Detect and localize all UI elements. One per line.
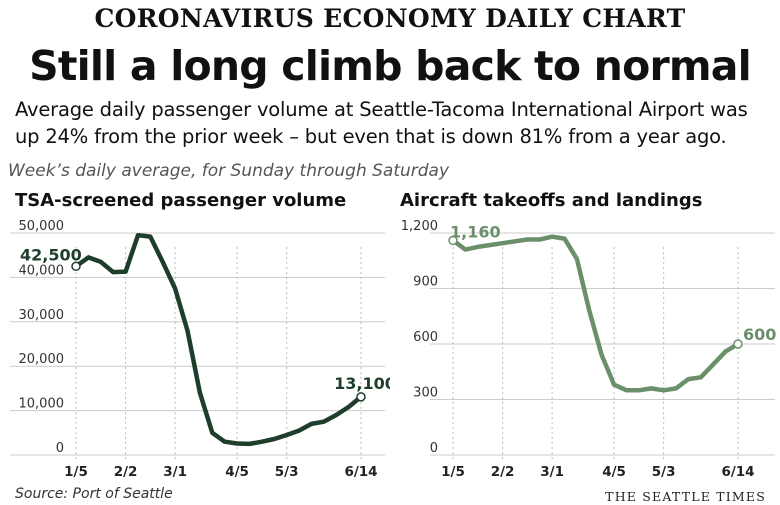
chart-title-aircraft-operations: Aircraft takeoffs and landings — [400, 190, 703, 211]
x-tick-label: 2/2 — [114, 464, 138, 480]
x-tick-label: 5/3 — [652, 464, 676, 480]
subnote: Week’s daily average, for Sunday through… — [8, 161, 450, 181]
x-tick-label: 4/5 — [602, 464, 626, 480]
dek: Average daily passenger volume at Seattl… — [15, 98, 748, 148]
end-value-label: 13,100 — [334, 374, 390, 393]
x-tick-label: 3/1 — [540, 464, 564, 480]
y-tick-label: 10,000 — [19, 397, 65, 412]
y-tick-label: 900 — [413, 275, 438, 290]
headline: Still a long climb back to normal — [29, 42, 752, 90]
series-line — [450, 234, 741, 393]
end-point-marker — [356, 392, 366, 402]
y-tick-label: 0 — [430, 441, 438, 456]
y-tick-label: 1,200 — [401, 219, 438, 234]
y-tick-label: 300 — [413, 386, 438, 401]
x-tick-label: 3/1 — [163, 464, 187, 480]
y-tick-label: 50,000 — [19, 219, 65, 234]
y-tick-label: 30,000 — [19, 308, 65, 323]
source-note: Source: Port of Seattle — [15, 486, 173, 502]
y-tick-label: 600 — [413, 330, 438, 345]
start-point-marker — [71, 261, 81, 272]
passenger-volume-chart: 0 10,000 20,000 30,000 40,000 50,000 1/5 2/2 3/1… — [10, 219, 390, 480]
chart-title-passenger-volume: TSA-screened passenger volume — [15, 190, 347, 211]
x-tick-label: 4/5 — [225, 464, 249, 480]
x-tick-label: 5/3 — [275, 464, 299, 480]
series-line — [73, 232, 364, 447]
x-tick-label: 6/14 — [721, 464, 754, 480]
aircraft-operations-chart: 0 300 600 900 1,200 1/5 2/2 3/1 4/5 5/3 6/14 1,160 6… — [401, 219, 777, 480]
x-tick-label: 1/5 — [64, 464, 88, 480]
y-tick-label: 40,000 — [19, 263, 65, 278]
start-point-marker — [448, 235, 458, 246]
y-tick-label: 0 — [56, 441, 64, 456]
kicker: CORONAVIRUS ECONOMY DAILY CHART — [94, 4, 686, 33]
x-tick-label: 1/5 — [441, 464, 465, 480]
x-tick-label: 6/14 — [344, 464, 377, 480]
x-tick-label: 2/2 — [491, 464, 515, 480]
start-value-label: 1,160 — [450, 222, 501, 241]
start-value-label: 42,500 — [20, 245, 82, 264]
publisher-credit: THE SEATTLE TIMES — [605, 489, 766, 504]
end-value-label: 600 — [743, 325, 776, 344]
y-tick-label: 20,000 — [19, 352, 65, 367]
end-point-marker — [733, 339, 743, 349]
